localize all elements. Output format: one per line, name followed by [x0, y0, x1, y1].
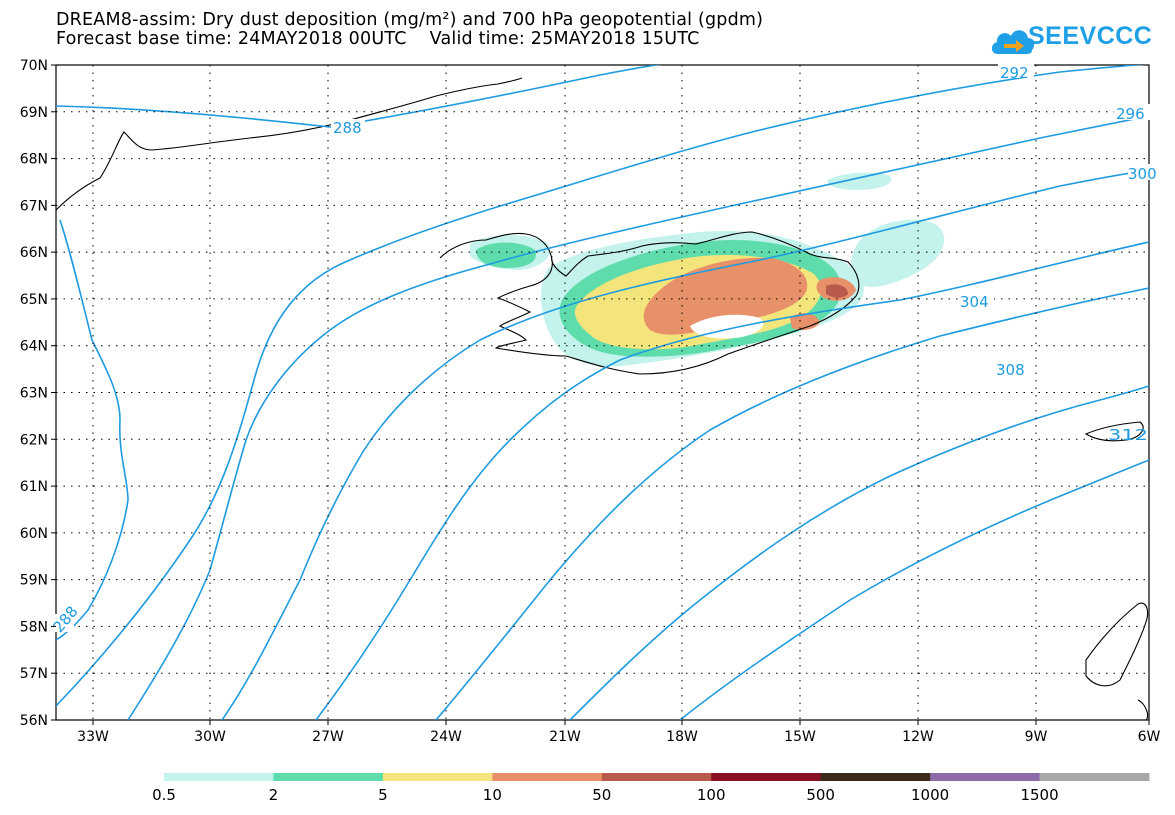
lon-label: 30W — [194, 729, 226, 745]
contour-label: 300 — [1128, 165, 1157, 183]
lat-label: 67N — [20, 198, 48, 214]
contour-label: 312 — [1108, 426, 1148, 444]
legend-value: 5 — [378, 786, 388, 804]
lon-label: 27W — [312, 729, 344, 745]
lon-label: 12W — [902, 729, 934, 745]
legend-swatch — [1039, 773, 1150, 781]
legend-swatch — [273, 773, 384, 781]
map-subtitle: Forecast base time: 24MAY2018 00UTC Vali… — [56, 29, 700, 49]
contour-label: 292 — [1000, 64, 1029, 82]
lat-label: 56N — [20, 713, 48, 729]
legend-value: 1000 — [911, 786, 949, 804]
logo-text: SEEVCCC — [1028, 22, 1153, 50]
lat-label: 69N — [20, 105, 48, 121]
legend-value: 10 — [483, 786, 502, 804]
legend-swatch — [930, 773, 1041, 781]
legend-swatch — [601, 773, 712, 781]
lat-label: 63N — [20, 386, 48, 402]
lat-label: 59N — [20, 573, 48, 589]
contour-label: 296 — [1116, 105, 1145, 123]
dust-deposition-fill — [470, 172, 945, 367]
contour-labels: 288 292 296 300 304 308 312 288 — [49, 64, 1157, 636]
legend-swatch — [711, 773, 822, 781]
legend-value: 1500 — [1020, 786, 1058, 804]
legend-value: 100 — [697, 786, 726, 804]
lon-label: 9W — [1025, 729, 1048, 745]
lat-label: 65N — [20, 292, 48, 308]
lat-label: 70N — [20, 58, 48, 74]
lon-label: 18W — [666, 729, 698, 745]
lon-label: 24W — [430, 729, 462, 745]
coastline — [56, 77, 1149, 720]
legend-swatch — [164, 773, 274, 781]
lat-label: 66N — [20, 245, 48, 261]
lat-label: 60N — [20, 526, 48, 542]
legend-value: 500 — [806, 786, 835, 804]
lat-label: 68N — [20, 152, 48, 168]
map-frame — [55, 64, 1150, 721]
legend-value: 2 — [269, 786, 279, 804]
lon-label: 6W — [1138, 729, 1161, 745]
lat-label: 64N — [20, 339, 48, 355]
legend-swatch — [820, 773, 931, 781]
lat-label: 62N — [20, 432, 48, 448]
seevccc-logo — [991, 30, 1035, 54]
lon-label: 15W — [784, 729, 816, 745]
contour-label: 308 — [996, 361, 1025, 379]
colorbar-legend: 0.5 2 5 10 50 100 500 1000 1500 — [152, 773, 1150, 804]
contour-label: 288 — [333, 119, 362, 137]
cloud-icon — [991, 30, 1035, 54]
lon-label: 21W — [549, 729, 581, 745]
lat-label: 61N — [20, 479, 48, 495]
contour-label: 304 — [960, 293, 989, 311]
latitude-labels: 70N 69N 68N 67N 66N 65N 64N 63N 62N 61N 60N 59N 58N 5… — [20, 58, 56, 729]
map-title: DREAM8-assim: Dry dust deposition (mg/m²… — [56, 10, 764, 30]
legend-swatch — [382, 773, 493, 781]
legend-value: 0.5 — [152, 786, 176, 804]
lat-label: 58N — [20, 619, 48, 635]
geopotential-contours — [56, 65, 1149, 720]
lon-label: 33W — [77, 729, 109, 745]
longitude-labels: 33W 30W 27W 24W 21W 18W 15W 12W 9W 6W — [77, 720, 1161, 745]
legend-swatch — [492, 773, 603, 781]
legend-value: 50 — [592, 786, 611, 804]
lat-label: 57N — [20, 666, 48, 682]
